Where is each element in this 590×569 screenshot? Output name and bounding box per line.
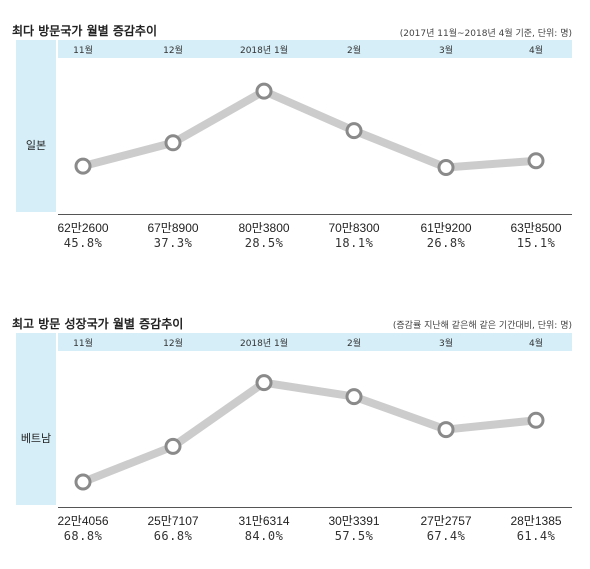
percent-label: 28.5% <box>244 236 284 250</box>
value-label: 80만3800 <box>238 221 290 235</box>
percent-label: 37.3% <box>153 236 193 250</box>
month-header-band <box>58 40 572 58</box>
value-label: 67만8900 <box>147 221 199 235</box>
data-point <box>527 411 545 429</box>
month-label: 12월 <box>163 46 183 56</box>
data-point <box>164 437 182 455</box>
value-label: 63만8500 <box>510 221 562 235</box>
percent-label: 68.8% <box>63 529 103 543</box>
value-label: 27만2757 <box>420 514 472 528</box>
data-point <box>345 122 363 140</box>
month-label: 11월 <box>73 46 93 56</box>
value-label: 25만7107 <box>147 514 199 528</box>
row-label-band <box>16 40 56 212</box>
percent-label: 57.5% <box>334 529 374 543</box>
percent-label: 67.4% <box>426 529 466 543</box>
value-label: 28만1385 <box>510 514 562 528</box>
value-label: 31만6314 <box>238 514 290 528</box>
month-label: 4월 <box>528 339 543 349</box>
chart-title: 최다 방문국가 월별 증감추이 <box>12 24 158 38</box>
value-label: 70만8300 <box>328 221 380 235</box>
data-point <box>255 82 273 100</box>
row-label-band <box>16 333 56 505</box>
data-point <box>74 473 92 491</box>
data-point <box>74 157 92 175</box>
month-label: 4월 <box>528 46 543 56</box>
row-label: 베트남 <box>20 432 52 445</box>
line-plot <box>74 374 545 491</box>
month-label: 2월 <box>346 46 361 56</box>
value-label: 30만3391 <box>328 514 380 528</box>
month-label: 11월 <box>73 339 93 349</box>
month-label: 2018년 1월 <box>239 339 289 349</box>
month-label: 3월 <box>438 46 453 56</box>
divider <box>58 507 572 508</box>
month-header-band <box>58 333 572 351</box>
percent-label: 66.8% <box>153 529 193 543</box>
row-label: 일본 <box>25 139 47 152</box>
data-point <box>164 134 182 152</box>
percent-label: 84.0% <box>244 529 284 543</box>
line-plot <box>74 82 545 177</box>
percent-label: 15.1% <box>516 236 556 250</box>
data-point <box>255 374 273 392</box>
month-label: 12월 <box>163 339 183 349</box>
data-point <box>437 421 455 439</box>
chart-note: (2017년 11월~2018년 4월 기준, 단위: 명) <box>399 29 572 39</box>
chart-title: 최고 방문 성장국가 월별 증감추이 <box>12 317 184 331</box>
chart-note: (증감률 지난해 같은해 같은 기간대비, 단위: 명) <box>392 321 572 331</box>
series-line <box>79 378 540 487</box>
divider <box>58 214 572 215</box>
data-point <box>527 152 545 170</box>
data-point <box>345 388 363 406</box>
value-label: 62만2600 <box>57 221 109 235</box>
percent-label: 18.1% <box>334 236 374 250</box>
value-label: 22만4056 <box>57 514 109 528</box>
series-line <box>79 87 540 172</box>
value-label: 61만9200 <box>420 221 472 235</box>
data-point <box>437 159 455 177</box>
percent-label: 61.4% <box>516 529 556 543</box>
percent-label: 45.8% <box>63 236 103 250</box>
percent-label: 26.8% <box>426 236 466 250</box>
month-label: 2월 <box>346 339 361 349</box>
month-label: 3월 <box>438 339 453 349</box>
month-label: 2018년 1월 <box>239 46 289 56</box>
